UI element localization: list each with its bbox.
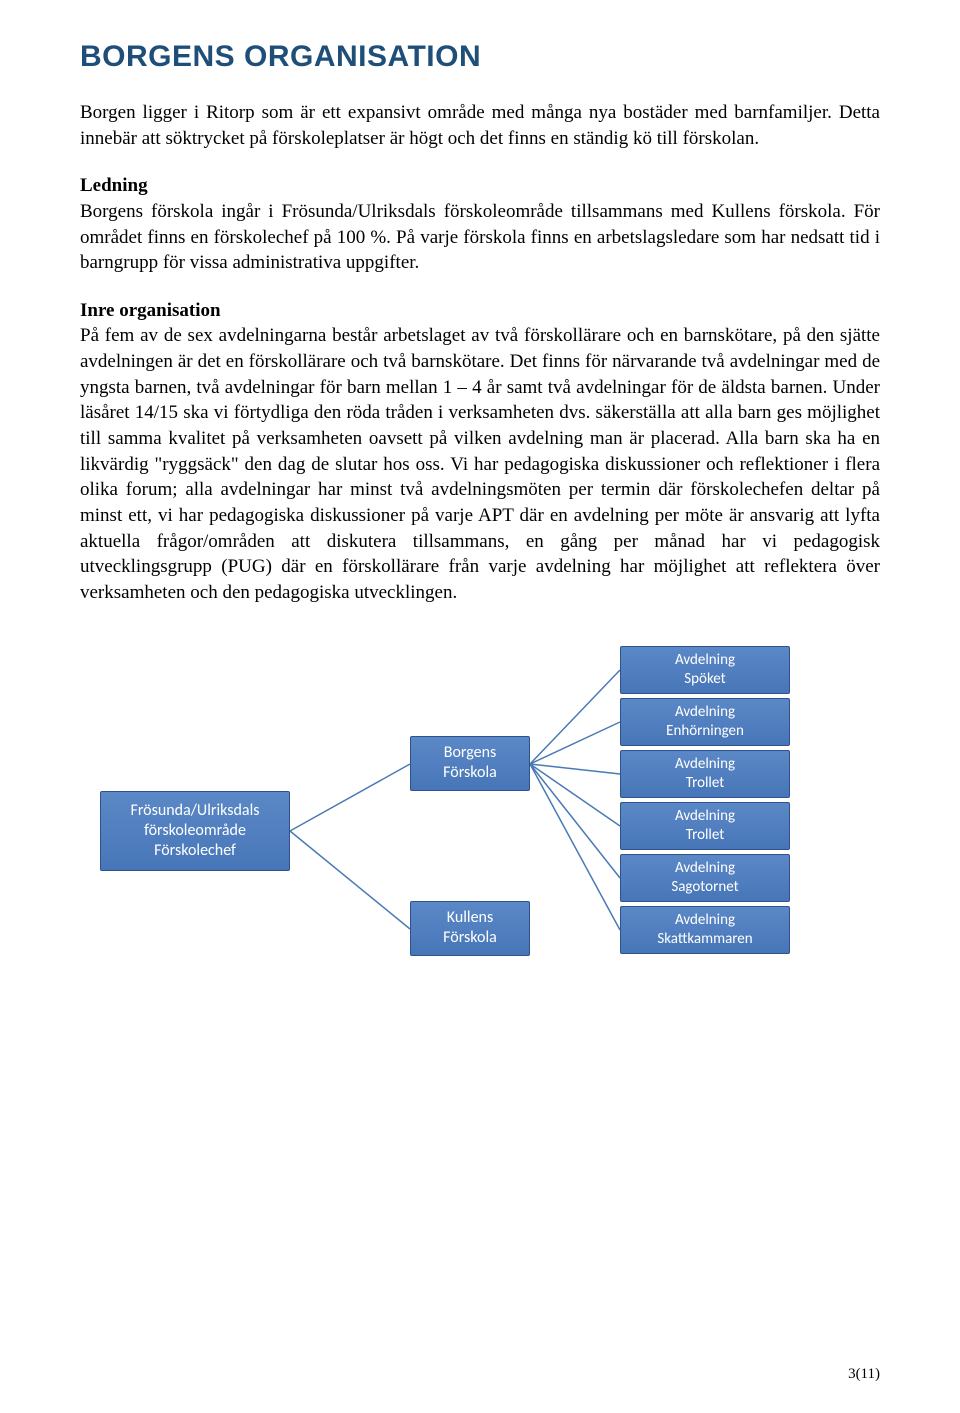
leaf-line1: Avdelning bbox=[675, 807, 735, 826]
org-node-borgens: Borgens Förskola bbox=[410, 736, 530, 791]
root-line3: Förskolechef bbox=[154, 841, 236, 861]
leaf-line2: Trollet bbox=[686, 774, 725, 793]
org-node-leaf-0: AvdelningSpöket bbox=[620, 646, 790, 694]
mid2-line2: Förskola bbox=[443, 928, 497, 948]
intro-paragraph: Borgen ligger i Ritorp som är ett expans… bbox=[80, 100, 880, 151]
org-chart: Frösunda/Ulriksdals förskoleområde Försk… bbox=[80, 646, 880, 1046]
ledning-body: Borgens förskola ingår i Frösunda/Ulriks… bbox=[80, 201, 880, 273]
org-node-leaf-4: AvdelningSagotornet bbox=[620, 854, 790, 902]
leaf-line1: Avdelning bbox=[675, 911, 735, 930]
leaf-line2: Trollet bbox=[686, 826, 725, 845]
root-line2: förskoleområde bbox=[144, 821, 246, 841]
leaf-line2: Sagotornet bbox=[671, 878, 738, 897]
inre-body: På fem av de sex avdelningarna består ar… bbox=[80, 325, 880, 602]
mid1-line1: Borgens bbox=[444, 743, 497, 763]
mid2-line1: Kullens bbox=[447, 908, 493, 928]
org-node-leaf-5: AvdelningSkattkammaren bbox=[620, 906, 790, 954]
leaf-line1: Avdelning bbox=[675, 859, 735, 878]
leaf-line1: Avdelning bbox=[675, 651, 735, 670]
ledning-heading: Ledning bbox=[80, 173, 880, 199]
org-node-kullens: Kullens Förskola bbox=[410, 901, 530, 956]
inre-heading: Inre organisation bbox=[80, 298, 880, 324]
org-node-leaf-2: AvdelningTrollet bbox=[620, 750, 790, 798]
leaf-line1: Avdelning bbox=[675, 703, 735, 722]
page-title: BORGENS ORGANISATION bbox=[80, 40, 880, 74]
org-node-leaf-1: AvdelningEnhörningen bbox=[620, 698, 790, 746]
leaf-line2: Spöket bbox=[684, 670, 725, 689]
root-line1: Frösunda/Ulriksdals bbox=[131, 801, 260, 821]
leaf-line2: Enhörningen bbox=[666, 722, 744, 741]
leaf-line2: Skattkammaren bbox=[657, 930, 752, 949]
org-node-root: Frösunda/Ulriksdals förskoleområde Försk… bbox=[100, 791, 290, 871]
ledning-section: Ledning Borgens förskola ingår i Frösund… bbox=[80, 173, 880, 276]
inre-section: Inre organisation På fem av de sex avdel… bbox=[80, 298, 880, 606]
mid1-line2: Förskola bbox=[443, 763, 497, 783]
leaf-line1: Avdelning bbox=[675, 755, 735, 774]
org-node-leaf-3: AvdelningTrollet bbox=[620, 802, 790, 850]
page-footer: 3(11) bbox=[848, 1366, 880, 1383]
